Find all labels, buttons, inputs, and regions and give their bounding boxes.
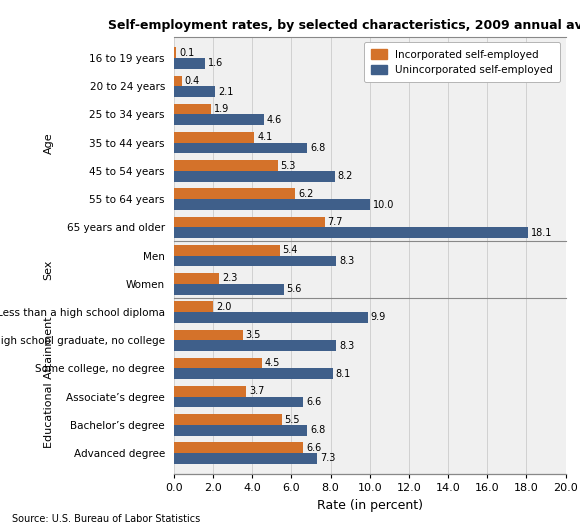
Text: 4.5: 4.5 [265,358,280,368]
Bar [174,273,219,284]
Bar [174,58,205,69]
Text: 5.6: 5.6 [287,284,302,294]
Text: 3.7: 3.7 [249,386,264,396]
Bar [174,86,215,97]
Bar [174,160,278,171]
Text: 4.6: 4.6 [267,115,282,125]
Text: 1.9: 1.9 [214,104,229,114]
Text: 7.3: 7.3 [320,454,335,464]
Text: Source: U.S. Bureau of Labor Statistics: Source: U.S. Bureau of Labor Statistics [12,514,200,524]
Bar [174,386,246,397]
Text: 18.1: 18.1 [531,228,553,238]
Text: Sex: Sex [44,259,54,280]
Text: 6.8: 6.8 [310,425,325,435]
Text: 10.0: 10.0 [373,200,394,210]
Bar [174,217,325,227]
Text: 8.3: 8.3 [339,256,354,266]
Bar [174,171,335,182]
Bar [174,340,336,351]
Bar [174,358,262,368]
Text: 0.4: 0.4 [185,76,200,86]
Text: 2.1: 2.1 [218,86,233,96]
Text: Age: Age [44,132,54,153]
Text: 1.6: 1.6 [208,58,223,69]
Bar [174,425,307,436]
Text: 7.7: 7.7 [328,217,343,227]
Bar [174,414,282,425]
Bar [174,143,307,153]
Bar [174,256,336,266]
Bar [174,245,280,256]
Bar [174,301,213,312]
Text: 6.6: 6.6 [306,397,321,407]
Text: 5.3: 5.3 [281,161,296,171]
Text: 8.1: 8.1 [335,369,351,379]
Text: 6.6: 6.6 [306,443,321,453]
Legend: Incorporated self-employed, Unincorporated self-employed: Incorporated self-employed, Unincorporat… [364,42,560,82]
Text: Educational Attainment: Educational Attainment [44,317,54,448]
Text: 4.1: 4.1 [257,132,273,142]
Bar [174,397,303,407]
Text: 2.3: 2.3 [222,274,237,284]
Text: 5.4: 5.4 [282,245,298,255]
Bar [174,104,211,114]
Text: 5.5: 5.5 [285,415,300,425]
Text: 8.2: 8.2 [338,171,353,181]
Bar [174,453,317,464]
Bar [174,47,176,58]
Bar [174,189,295,199]
Bar [174,284,284,295]
Bar [174,75,182,86]
Bar [174,312,368,323]
Bar [174,114,264,125]
Text: 9.9: 9.9 [371,313,386,323]
Text: 8.3: 8.3 [339,340,354,350]
Text: 3.5: 3.5 [245,330,261,340]
Text: 6.2: 6.2 [298,189,314,199]
Text: 2.0: 2.0 [216,301,231,311]
Text: 6.8: 6.8 [310,143,325,153]
X-axis label: Rate (in percent): Rate (in percent) [317,499,423,512]
Text: 0.1: 0.1 [179,47,194,57]
Bar [174,132,254,143]
Bar [174,199,370,210]
Bar [174,368,332,379]
Bar [174,329,242,340]
Bar [174,442,303,453]
Title: Self-employment rates, by selected characteristics, 2009 annual averages: Self-employment rates, by selected chara… [108,18,580,32]
Bar [174,227,528,238]
